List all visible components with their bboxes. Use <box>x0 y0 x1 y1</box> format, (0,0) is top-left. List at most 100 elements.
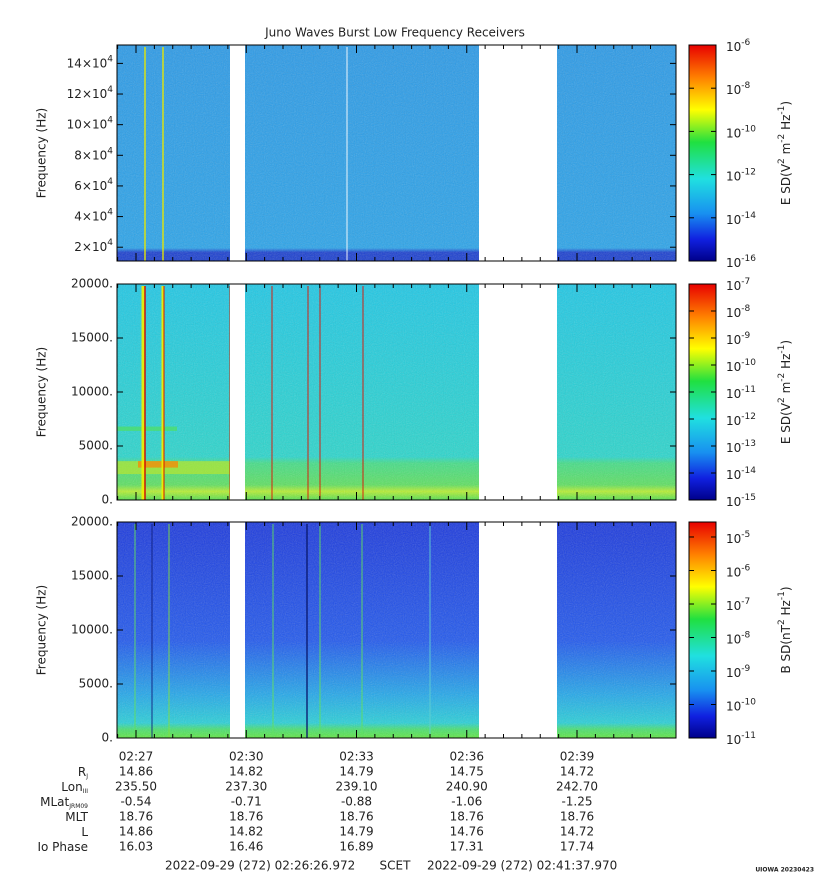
y-axis-label: Frequency (Hz) <box>35 585 49 676</box>
y-tick-label: 8×104 <box>74 146 113 162</box>
colorbar-tick-label-exp: -11 <box>741 731 756 741</box>
x-tick-label: 02:39 <box>560 750 595 764</box>
ephemeris-value: -0.54 <box>120 795 151 809</box>
ephemeris-value: 18.76 <box>339 810 373 824</box>
colorbar-label-part: E SD(V <box>779 163 793 205</box>
colorbar-tick-label: 10-8 <box>726 630 751 646</box>
y-tick-label-base: 4×10 <box>74 209 107 223</box>
colorbar-tick-label-base: 10 <box>726 169 741 183</box>
footer-start: 2022-09-29 (272) 02:26:26.972 <box>165 859 355 873</box>
colorbar-tick-label-base: 10 <box>726 83 741 97</box>
y-tick-label-exp: 4 <box>107 115 113 125</box>
ephemeris-label-name: Lon <box>61 780 82 794</box>
colorbar-tick-label-base: 10 <box>726 632 741 646</box>
colorbar-tick-label: 10-7 <box>726 277 750 293</box>
ephemeris-value: 17.74 <box>560 840 594 854</box>
colorbar-tick-label: 10-5 <box>726 529 750 545</box>
colorbar-tick-label-exp: -16 <box>741 254 756 264</box>
y-tick-label: 14×104 <box>67 54 114 70</box>
colorbar-label-exp: 2 <box>777 158 787 164</box>
colorbar-tick-label-exp: -10 <box>741 358 756 368</box>
colorbar-tick-label-exp: -14 <box>741 466 756 476</box>
colorbar-tick-label-base: 10 <box>726 531 741 545</box>
colorbar-tick-label: 10-6 <box>726 38 751 54</box>
spectrogram-noise <box>117 522 676 738</box>
colorbar-tick-label: 10-11 <box>726 731 756 747</box>
colorbar-label-part: m <box>779 143 793 159</box>
colorbar-label-exp: -1 <box>777 345 787 354</box>
y-tick-label: 2×104 <box>74 238 113 254</box>
ephemeris-value: 14.82 <box>229 765 263 779</box>
colorbar-tick-label-base: 10 <box>726 279 741 293</box>
footer-frame: SCET <box>380 859 412 873</box>
colorbar-label-exp: -1 <box>777 106 787 115</box>
colorbar-tick-label-exp: -14 <box>741 210 756 220</box>
colorbar-tick-label: 10-14 <box>726 210 756 226</box>
colorbar-tick-label-base: 10 <box>726 665 741 679</box>
spectrogram-noise <box>117 45 676 261</box>
y-tick-label: 5000. <box>79 439 113 453</box>
colorbar-tick-label-exp: -11 <box>741 385 756 395</box>
colorbar-tick-label-base: 10 <box>726 40 741 54</box>
colorbar-tick-label-exp: -8 <box>741 304 750 314</box>
colorbar-tick-label-base: 10 <box>726 333 741 347</box>
spectral-band <box>117 426 177 431</box>
ephemeris-value: -0.88 <box>341 795 372 809</box>
colorbar-tick-label: 10-8 <box>726 81 751 97</box>
colorbar-tick-label: 10-15 <box>726 493 756 509</box>
colorbar-label-part: B SD(nT <box>779 624 793 673</box>
y-tick-label: 10000. <box>71 623 113 637</box>
ephemeris-value: 16.46 <box>229 840 263 854</box>
data-gap <box>230 284 245 501</box>
colorbar-tick-label-base: 10 <box>726 387 741 401</box>
colorbar-tick-label: 10-7 <box>726 596 750 612</box>
y-tick-label: 0. <box>102 731 113 745</box>
y-tick-label: 12×104 <box>67 85 114 101</box>
colorbar-tick-label: 10-12 <box>726 412 756 428</box>
ephemeris-value: 14.79 <box>339 765 373 779</box>
ephemeris-value: 14.79 <box>339 825 373 839</box>
y-tick-label: 5000. <box>79 677 113 691</box>
colorbar-tick-label: 10-11 <box>726 385 756 401</box>
colorbar-label-exp: 2 <box>777 397 787 403</box>
ephemeris-label: L <box>81 825 88 839</box>
colorbar-frame <box>688 521 717 739</box>
ephemeris-label: MLatJRM09 <box>40 795 88 810</box>
colorbar-tick-label-exp: -12 <box>741 167 756 177</box>
ephemeris-label: LonIII <box>61 780 88 795</box>
colorbar-tick-label: 10-9 <box>726 663 751 679</box>
colorbar-tick-label: 10-6 <box>726 563 751 579</box>
y-tick-label: 20000. <box>71 515 113 529</box>
ephemeris-value: 14.72 <box>560 825 594 839</box>
ephemeris-value: 14.86 <box>119 765 153 779</box>
colorbar-label-part: Hz <box>779 600 793 619</box>
y-tick-label-exp: 4 <box>107 238 113 248</box>
ephemeris-value: 14.76 <box>450 825 484 839</box>
x-tick-label: 02:27 <box>119 750 154 764</box>
y-tick-label: 0. <box>102 493 113 507</box>
colorbar-tick-label-exp: -9 <box>741 663 750 673</box>
colorbar-tick-label-base: 10 <box>726 360 741 374</box>
ephemeris-label-sub: J <box>85 773 88 780</box>
ephemeris-label-name: Io Phase <box>37 840 88 854</box>
figure-title: Juno Waves Burst Low Frequency Receivers <box>264 26 525 40</box>
colorbar-tick-label-exp: -15 <box>741 493 756 503</box>
colorbar-tick-label: 10-12 <box>726 167 756 183</box>
ephemeris-value: 18.76 <box>119 810 153 824</box>
colorbar-tick-label: 10-13 <box>726 439 756 455</box>
y-tick-label: 20000. <box>71 277 113 291</box>
colorbar-tick-label-exp: -5 <box>741 529 750 539</box>
colorbar-tick-label-base: 10 <box>726 212 741 226</box>
ephemeris-label: Io Phase <box>37 840 88 854</box>
colorbar-label-part: ) <box>779 340 793 345</box>
colorbar-tick-label: 10-10 <box>726 124 756 140</box>
ephemeris-value: 240.90 <box>446 780 488 794</box>
colorbar-tick-label: 10-14 <box>726 466 756 482</box>
y-tick-label: 4×104 <box>74 207 113 223</box>
colorbar-tick-label-exp: -10 <box>741 124 756 134</box>
colorbar-tick-label-exp: -12 <box>741 412 756 422</box>
y-tick-label-base: 10×10 <box>67 117 108 131</box>
y-tick-label-exp: 4 <box>107 54 113 64</box>
colorbar-tick-label-exp: -6 <box>741 38 750 48</box>
